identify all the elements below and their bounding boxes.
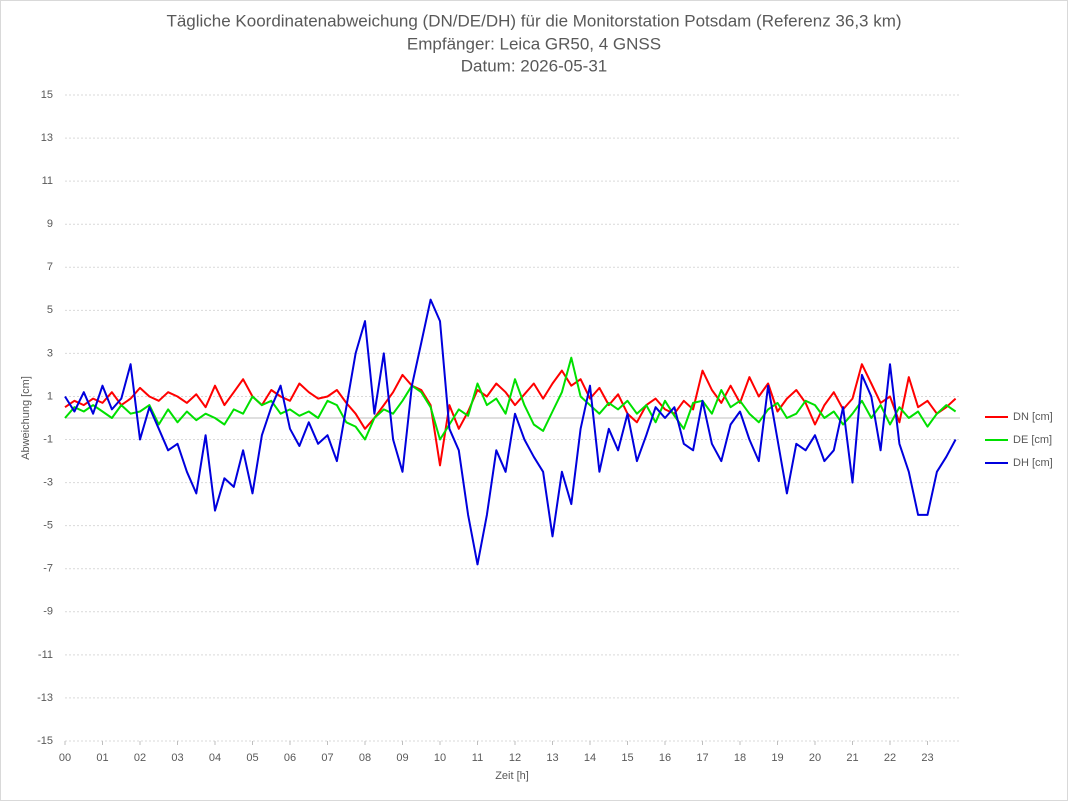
x-tick-label: 01 xyxy=(96,752,108,764)
y-tick-label: -9 xyxy=(43,606,53,618)
x-tick-label: 16 xyxy=(659,752,671,764)
x-tick-label: 18 xyxy=(734,752,746,764)
y-tick-label: -1 xyxy=(43,433,53,445)
x-tick-label: 22 xyxy=(884,752,896,764)
y-tick-label: 7 xyxy=(47,261,53,273)
x-tick-label: 21 xyxy=(846,752,858,764)
series-line xyxy=(64,298,957,566)
y-tick-label: 13 xyxy=(41,132,53,144)
x-tick-label: 17 xyxy=(696,752,708,764)
x-tick-label: 15 xyxy=(621,752,633,764)
y-tick-label: -11 xyxy=(38,649,53,661)
chart-title: Tägliche Koordinatenabweichung (DN/DE/DH… xyxy=(166,11,901,30)
legend-label: DE [cm] xyxy=(1013,434,1052,446)
x-tick-label: 13 xyxy=(546,752,558,764)
y-tick-label: -3 xyxy=(43,477,53,489)
x-tick-label: 06 xyxy=(284,752,296,764)
y-tick-label: 1 xyxy=(47,390,53,402)
y-tick-label: -5 xyxy=(43,520,53,532)
y-tick-label: 9 xyxy=(47,218,53,230)
chart-date: Datum: 2026-05-31 xyxy=(461,56,607,75)
x-tick-label: 02 xyxy=(134,752,146,764)
y-tick-label: 5 xyxy=(47,304,53,316)
y-tick-label: -7 xyxy=(43,563,53,575)
legend-label: DH [cm] xyxy=(1013,457,1053,469)
legend-label: DN [cm] xyxy=(1013,411,1053,423)
x-tick-label: 19 xyxy=(771,752,783,764)
x-tick-label: 14 xyxy=(584,752,596,764)
x-tick-label: 11 xyxy=(472,752,483,764)
series-line xyxy=(64,356,957,441)
y-tick-label: 11 xyxy=(42,175,53,187)
y-tick-label: 15 xyxy=(41,89,53,101)
y-tick-label: -13 xyxy=(37,692,53,704)
x-tick-label: 08 xyxy=(359,752,371,764)
x-tick-label: 04 xyxy=(209,752,221,764)
x-tick-label: 12 xyxy=(509,752,521,764)
x-tick-label: 23 xyxy=(921,752,933,764)
x-tick-label: 20 xyxy=(809,752,821,764)
x-tick-label: 00 xyxy=(59,752,71,764)
x-tick-label: 07 xyxy=(321,752,333,764)
x-tick-label: 05 xyxy=(246,752,258,764)
x-axis-label: Zeit [h] xyxy=(495,770,529,782)
y-axis-label: Abweichung [cm] xyxy=(20,376,32,460)
y-tick-label: 3 xyxy=(47,347,53,359)
x-tick-label: 09 xyxy=(396,752,408,764)
y-tick-label: -15 xyxy=(37,735,53,747)
x-tick-label: 03 xyxy=(171,752,183,764)
x-tick-label: 10 xyxy=(434,752,446,764)
chart-subtitle: Empfänger: Leica GR50, 4 GNSS xyxy=(407,34,661,53)
